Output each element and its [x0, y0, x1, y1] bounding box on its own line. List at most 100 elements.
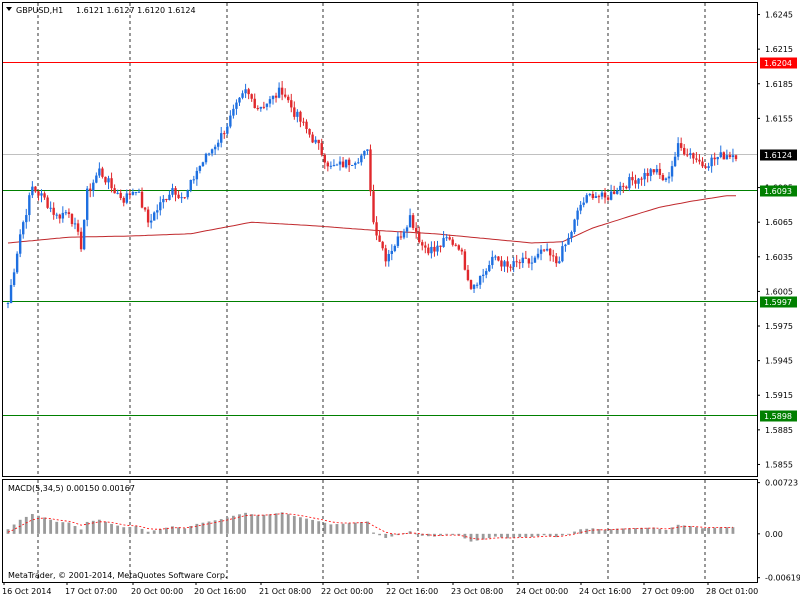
candle[interactable] [265, 103, 269, 111]
candle[interactable] [341, 157, 345, 168]
candle[interactable] [454, 243, 457, 247]
candle[interactable] [43, 191, 46, 200]
candle[interactable] [478, 275, 482, 289]
candle[interactable] [357, 158, 360, 164]
candle[interactable] [58, 213, 61, 224]
candle[interactable] [558, 256, 561, 264]
candle[interactable] [149, 213, 153, 229]
candle[interactable] [25, 208, 28, 229]
candle[interactable] [195, 167, 199, 186]
candle[interactable] [527, 257, 531, 268]
candle[interactable] [256, 105, 259, 111]
candle[interactable] [646, 168, 649, 183]
candle[interactable] [22, 220, 25, 239]
candle[interactable] [119, 189, 122, 201]
candle[interactable] [436, 240, 439, 256]
candle[interactable] [402, 228, 406, 240]
candle[interactable] [55, 212, 58, 219]
candle[interactable] [186, 189, 189, 200]
candle[interactable] [424, 241, 427, 254]
candle[interactable] [390, 244, 393, 261]
candle[interactable] [107, 175, 110, 190]
candle[interactable] [387, 249, 390, 267]
candle[interactable] [290, 93, 293, 113]
candle[interactable] [351, 164, 354, 166]
candle[interactable] [689, 148, 692, 159]
candle[interactable] [518, 259, 521, 270]
candle[interactable] [673, 151, 677, 168]
candle[interactable] [293, 101, 296, 120]
candle[interactable] [619, 181, 622, 196]
candle[interactable] [15, 251, 19, 274]
candle[interactable] [616, 187, 619, 195]
candle[interactable] [655, 164, 659, 175]
candle[interactable] [70, 213, 74, 227]
candle[interactable] [692, 152, 695, 164]
candle[interactable] [701, 157, 704, 169]
candle[interactable] [609, 184, 613, 201]
candle[interactable] [305, 119, 308, 134]
candle[interactable] [125, 189, 128, 205]
candle[interactable] [116, 189, 119, 195]
candle[interactable] [634, 174, 637, 189]
candle[interactable] [448, 234, 451, 241]
candle[interactable] [698, 154, 701, 165]
candle[interactable] [162, 195, 165, 209]
candle[interactable] [198, 165, 202, 174]
candle[interactable] [335, 163, 339, 166]
candle[interactable] [165, 198, 168, 203]
candle[interactable] [588, 193, 591, 197]
candle[interactable] [61, 206, 65, 223]
candle[interactable] [40, 189, 43, 203]
candle[interactable] [591, 191, 595, 200]
candle[interactable] [180, 192, 183, 203]
candle[interactable] [408, 208, 412, 228]
candle[interactable] [421, 239, 424, 251]
candle[interactable] [683, 144, 686, 156]
candle[interactable] [153, 211, 156, 221]
candle[interactable] [140, 187, 144, 209]
candle[interactable] [603, 188, 607, 204]
candle[interactable] [381, 240, 384, 251]
candle[interactable] [34, 186, 37, 193]
candle[interactable] [594, 192, 598, 199]
candle[interactable] [582, 197, 585, 208]
candle[interactable] [28, 192, 31, 222]
candle[interactable] [555, 253, 558, 267]
candle[interactable] [442, 231, 445, 248]
candle[interactable] [354, 161, 357, 169]
candle[interactable] [600, 190, 604, 200]
candle[interactable] [366, 149, 369, 155]
candle[interactable] [274, 92, 278, 103]
candle[interactable] [475, 282, 479, 289]
candle[interactable] [539, 245, 543, 261]
candle[interactable] [326, 160, 330, 172]
candle[interactable] [189, 179, 192, 193]
candle[interactable] [49, 201, 52, 213]
candle[interactable] [95, 172, 98, 184]
candle[interactable] [707, 162, 710, 171]
candle[interactable] [363, 150, 366, 159]
candle[interactable] [686, 148, 689, 158]
candle[interactable] [439, 245, 442, 253]
candle[interactable] [85, 186, 89, 227]
candle[interactable] [497, 256, 500, 262]
candle[interactable] [92, 179, 95, 197]
candle[interactable] [122, 196, 125, 207]
candle[interactable] [722, 151, 726, 160]
candle[interactable] [110, 172, 113, 193]
candle[interactable] [6, 302, 10, 309]
candle[interactable] [31, 181, 34, 199]
candle[interactable] [259, 106, 263, 112]
candle[interactable] [271, 95, 275, 105]
candle[interactable] [299, 110, 302, 128]
candle[interactable] [430, 241, 433, 259]
candle[interactable] [308, 128, 311, 138]
candle[interactable] [146, 206, 150, 228]
candle[interactable] [561, 241, 564, 263]
candle[interactable] [156, 204, 159, 220]
candle[interactable] [238, 97, 241, 106]
candle[interactable] [168, 190, 171, 201]
candle[interactable] [460, 247, 464, 255]
candle[interactable] [262, 101, 266, 110]
